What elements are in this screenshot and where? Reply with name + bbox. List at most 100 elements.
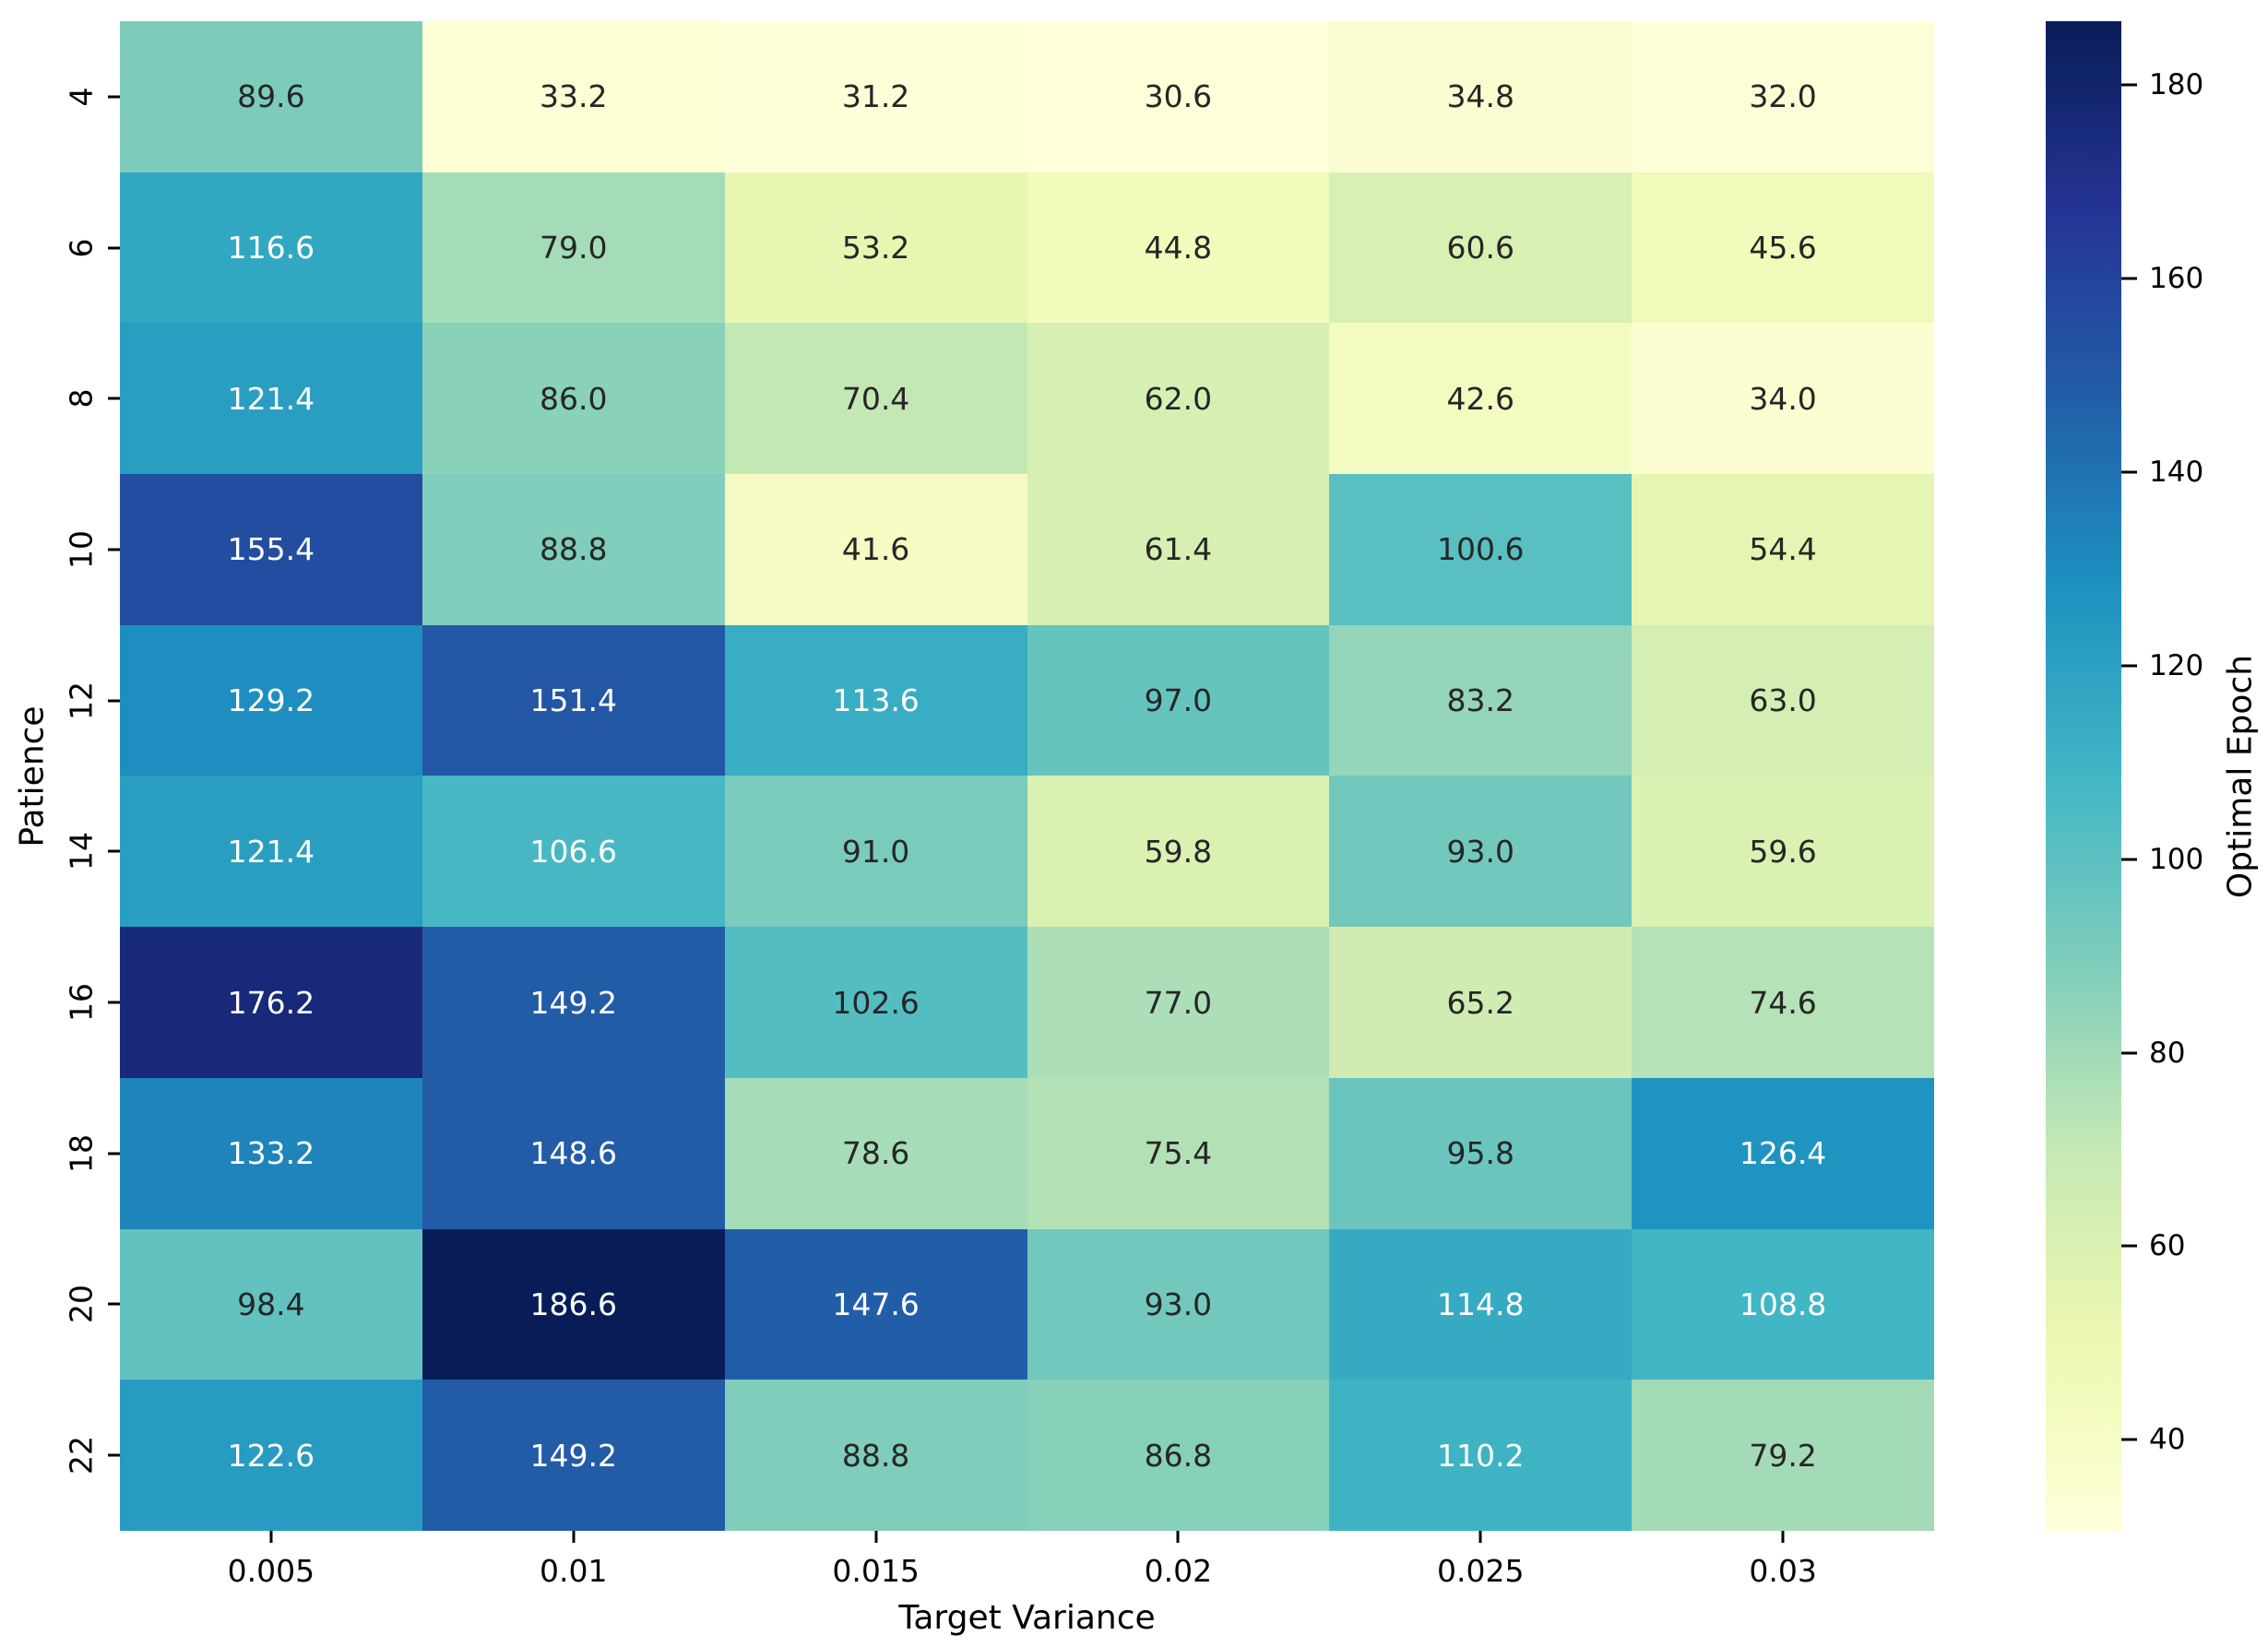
cell-value: 133.2 xyxy=(227,1135,315,1172)
y-tick-label: 14 xyxy=(63,832,100,871)
y-tick-mark xyxy=(108,1001,120,1004)
cell-value: 30.6 xyxy=(1144,78,1213,115)
heatmap-cell: 34.0 xyxy=(1632,323,1934,475)
cell-value: 59.6 xyxy=(1749,833,1817,870)
heatmap-cell: 121.4 xyxy=(120,776,422,928)
heatmap-cell: 70.4 xyxy=(724,323,1027,475)
colorbar-tick-mark xyxy=(2121,83,2137,87)
colorbar-tick-label: 60 xyxy=(2149,1229,2186,1263)
cell-value: 88.8 xyxy=(841,1437,910,1474)
heatmap-cell: 79.2 xyxy=(1632,1380,1934,1531)
cell-value: 44.8 xyxy=(1144,230,1213,267)
x-tick-mark xyxy=(1478,1531,1482,1543)
heatmap-cell: 60.6 xyxy=(1329,172,1633,324)
x-tick-mark xyxy=(874,1531,878,1543)
heatmap-cell: 116.6 xyxy=(120,172,422,324)
heatmap-cell: 83.2 xyxy=(1329,624,1633,776)
heatmap-cell: 155.4 xyxy=(120,474,422,625)
cell-value: 53.2 xyxy=(841,230,910,267)
cell-value: 110.2 xyxy=(1437,1437,1525,1474)
x-tick-mark xyxy=(1176,1531,1180,1543)
heatmap-cell: 100.6 xyxy=(1329,474,1633,625)
colorbar-tick-label: 120 xyxy=(2149,648,2204,682)
x-axis: Target Variance 0.005 0.01 0.015 0.02 0.025 0… xyxy=(120,1531,1934,1647)
cell-value: 91.0 xyxy=(841,833,910,870)
cell-value: 114.8 xyxy=(1437,1286,1525,1322)
cell-value: 62.0 xyxy=(1144,380,1213,417)
cell-value: 151.4 xyxy=(529,682,617,719)
heatmap-cell: 59.8 xyxy=(1027,776,1330,928)
y-tick-label: 22 xyxy=(63,1436,100,1475)
colorbar-tick-mark xyxy=(2121,1051,2137,1055)
heatmap-cell: 88.8 xyxy=(422,474,725,625)
y-tick-label: 20 xyxy=(63,1285,100,1324)
x-tick-mark xyxy=(1781,1531,1785,1543)
cell-value: 70.4 xyxy=(841,380,910,417)
colorbar-tick-label: 140 xyxy=(2149,456,2204,489)
x-tick-label: 0.03 xyxy=(1749,1553,1817,1589)
cell-value: 186.6 xyxy=(529,1286,617,1322)
cell-value: 77.0 xyxy=(1144,984,1213,1021)
colorbar-title: Optimal Epoch xyxy=(2212,21,2268,1531)
cell-value: 126.4 xyxy=(1739,1135,1827,1172)
y-tick-label: 18 xyxy=(63,1133,100,1173)
cell-value: 97.0 xyxy=(1144,682,1213,719)
cell-value: 41.6 xyxy=(841,531,910,568)
colorbar-tick-mark xyxy=(2121,1438,2137,1441)
heatmap-cell: 41.6 xyxy=(724,474,1027,625)
cell-value: 176.2 xyxy=(227,984,315,1021)
cell-value: 148.6 xyxy=(529,1135,617,1172)
heatmap-cell: 53.2 xyxy=(724,172,1027,324)
y-tick-mark xyxy=(108,849,120,853)
cell-value: 31.2 xyxy=(841,78,910,115)
heatmap-cell: 129.2 xyxy=(120,624,422,776)
cell-value: 149.2 xyxy=(529,984,617,1021)
x-tick-label: 0.025 xyxy=(1437,1553,1525,1589)
cell-value: 63.0 xyxy=(1749,682,1817,719)
heatmap-cell: 148.6 xyxy=(422,1077,725,1229)
heatmap-cell: 74.6 xyxy=(1632,927,1934,1078)
heatmap-cell: 63.0 xyxy=(1632,624,1934,776)
y-tick-mark xyxy=(108,548,120,551)
heatmap-cell: 147.6 xyxy=(724,1228,1027,1380)
colorbar-title-text: Optimal Epoch xyxy=(2221,654,2259,898)
cell-value: 129.2 xyxy=(227,682,315,719)
cell-value: 98.4 xyxy=(237,1286,305,1322)
heatmap-cell: 186.6 xyxy=(422,1228,725,1380)
y-tick-label: 16 xyxy=(63,983,100,1023)
cell-value: 79.0 xyxy=(540,230,608,267)
heatmap-cell: 102.6 xyxy=(724,927,1027,1078)
heatmap-cell: 88.8 xyxy=(724,1380,1027,1531)
cell-value: 116.6 xyxy=(227,230,315,267)
heatmap-cell: 93.0 xyxy=(1027,1228,1330,1380)
colorbar xyxy=(2046,21,2121,1531)
y-tick-label: 8 xyxy=(63,388,100,409)
cell-value: 147.6 xyxy=(832,1286,920,1322)
y-tick-label: 4 xyxy=(63,87,100,107)
cell-value: 78.6 xyxy=(841,1135,910,1172)
y-tick-mark xyxy=(108,397,120,400)
heatmap-cell: 97.0 xyxy=(1027,624,1330,776)
heatmap-cell: 93.0 xyxy=(1329,776,1633,928)
cell-value: 42.6 xyxy=(1446,380,1514,417)
x-tick-mark xyxy=(269,1531,273,1543)
cell-value: 75.4 xyxy=(1144,1135,1213,1172)
y-axis-title-text: Patience xyxy=(13,705,52,847)
heatmap-cell: 61.4 xyxy=(1027,474,1330,625)
cell-value: 95.8 xyxy=(1446,1135,1514,1172)
cell-value: 149.2 xyxy=(529,1437,617,1474)
cell-value: 34.0 xyxy=(1749,380,1817,417)
x-tick-label: 0.02 xyxy=(1144,1553,1213,1589)
colorbar-ticks: 40 60 80 100 120 140 160 180 xyxy=(2121,21,2267,1531)
cell-value: 74.6 xyxy=(1749,984,1817,1021)
cell-value: 106.6 xyxy=(529,833,617,870)
heatmap-cell: 65.2 xyxy=(1329,927,1633,1078)
heatmap-cell: 122.6 xyxy=(120,1380,422,1531)
heatmap-cell: 62.0 xyxy=(1027,323,1330,475)
y-tick-label: 6 xyxy=(63,238,100,258)
cell-value: 59.8 xyxy=(1144,833,1213,870)
colorbar-tick-mark xyxy=(2121,664,2137,668)
colorbar-tick-label: 100 xyxy=(2149,842,2204,876)
cell-value: 121.4 xyxy=(227,380,315,417)
